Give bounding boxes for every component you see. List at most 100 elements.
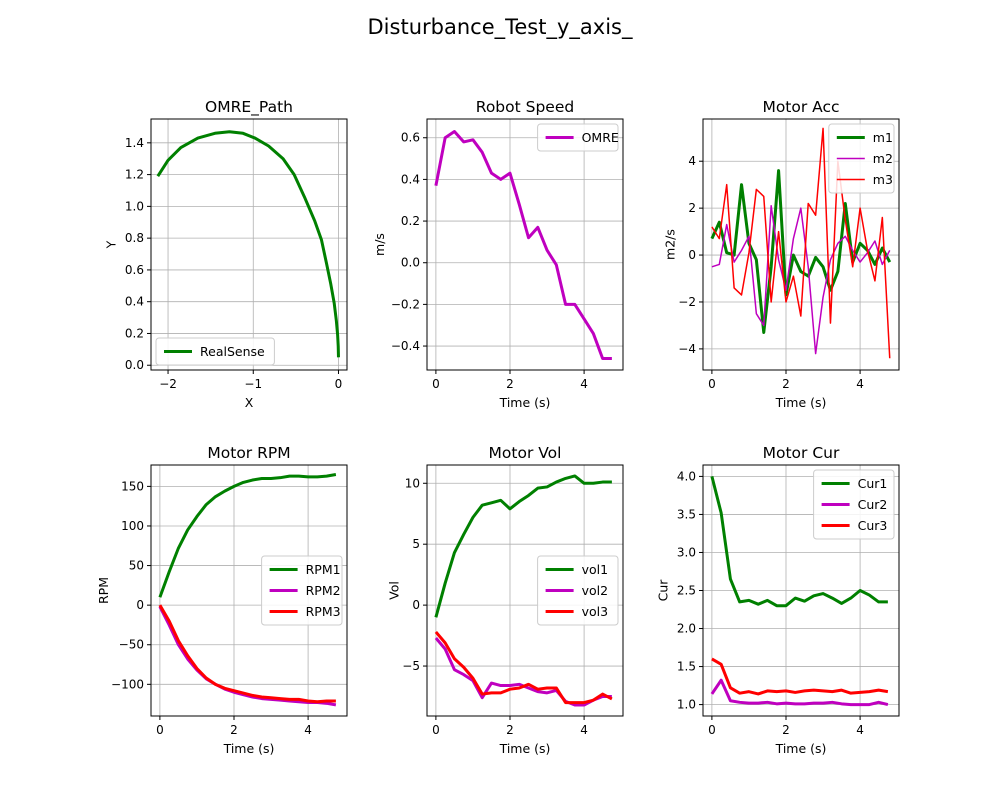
omre-path-x-tick-label: −2 (159, 377, 177, 391)
motor-acc-ylabel: m2/s (663, 229, 678, 260)
omre-path-legend-box (155, 337, 275, 366)
motor-acc-y-tick-label: −4 (678, 342, 696, 356)
motor-acc-legend: m1 m2 m3 (828, 123, 895, 194)
omre-path-y-tick-label: 0.6 (125, 263, 144, 277)
omre-path-y-tick-label: 0.0 (125, 358, 144, 372)
motor-rpm-legend-label-rpm3: RPM3 (306, 604, 341, 619)
omre-path-x-tick-label: 0 (335, 377, 343, 391)
motor-cur-panel: 0 2 4 1.0 1.5 2.0 2.5 3.0 3.5 4.0 Motor Cur Time (s… (655, 444, 900, 756)
motor-vol-series-vol3 (434, 630, 613, 705)
motor-cur-y-tick-label: 3.5 (677, 507, 696, 521)
motor-cur-title: Motor Cur (763, 444, 840, 462)
robot-speed-axes-frame (426, 118, 624, 371)
omre-path-x-tick-label: −1 (244, 377, 262, 391)
motor-vol-y-tick-label: 10 (405, 476, 420, 490)
motor-acc-panel: 0 2 4 −4 −2 0 2 4 Motor Acc Time (s) m2/s m1 m2 m3 (663, 98, 900, 410)
motor-cur-series-cur2 (710, 678, 889, 707)
omre-path-title: OMRE_Path (205, 98, 293, 117)
robot-speed-y-tick-label: −0.2 (391, 297, 420, 311)
motor-rpm-x-tick-label: 0 (156, 723, 164, 737)
motor-rpm-series-rpm2 (158, 606, 337, 707)
motor-rpm-legend-label-rpm1: RPM1 (306, 562, 341, 577)
robot-speed-y-tick-label: 0.6 (401, 131, 420, 145)
motor-acc-title: Motor Acc (762, 98, 839, 116)
motor-cur-x-tick-label: 2 (782, 723, 790, 737)
robot-speed-x-tick-label: 0 (432, 377, 440, 391)
omre-path-legend-label-realsense: RealSense (200, 344, 265, 359)
motor-vol-ylabel: Vol (387, 581, 402, 600)
robot-speed-legend: OMRE (537, 123, 619, 152)
motor-acc-y-tick-label: 0 (688, 248, 696, 262)
motor-cur-legend: Cur1 Cur2 Cur3 (813, 469, 895, 540)
motor-vol-series-vol1 (434, 474, 612, 618)
motor-rpm-y-tick-label: 100 (121, 519, 144, 533)
motor-cur-series-cur1 (710, 476, 888, 608)
motor-vol-legend-label-vol1: vol1 (582, 562, 608, 577)
motor-rpm-y-tick-label: 0 (136, 598, 144, 612)
motor-cur-y-tick-label: 1.5 (677, 660, 696, 674)
motor-rpm-title: Motor RPM (207, 444, 290, 462)
motor-acc-legend-label-m1: m1 (873, 130, 893, 145)
robot-speed-y-tick-label: 0.4 (401, 172, 420, 186)
motor-acc-series-m3 (711, 127, 891, 359)
robot-speed-y-tick-label: 0.2 (401, 214, 420, 228)
motor-cur-x-tick-label: 4 (856, 723, 864, 737)
motor-cur-legend-label-cur3: Cur3 (858, 518, 888, 533)
omre-path-panel: −2 −1 0 0.0 0.2 0.4 0.6 0.8 1.0 1.2 1.4 OMRE_Path X Y… (103, 98, 348, 410)
motor-rpm-y-tick-label: 150 (121, 479, 144, 493)
motor-rpm-ylabel: RPM (96, 577, 111, 604)
omre-path-y-tick-label: 0.8 (125, 231, 144, 245)
robot-speed-title: Robot Speed (476, 98, 574, 116)
omre-path-y-tick-label: 1.4 (125, 136, 144, 150)
omre-path-y-tick-label: 1.2 (125, 168, 144, 182)
motor-acc-series-m1 (710, 169, 892, 334)
motor-acc-legend-label-m2: m2 (873, 151, 893, 166)
motor-acc-x-tick-label: 4 (856, 377, 864, 391)
motor-rpm-legend-box (261, 555, 343, 626)
motor-rpm-x-tick-label: 4 (304, 723, 312, 737)
robot-speed-legend-label-omre: OMRE (582, 130, 619, 145)
robot-speed-panel: 0 2 4 −0.4 −0.2 0.0 0.2 0.4 0.6 Robot Speed Time (… (372, 98, 624, 410)
motor-cur-y-tick-label: 2.0 (677, 622, 696, 636)
motor-vol-y-tick-label: −5 (402, 659, 420, 673)
motor-acc-legend-label-m3: m3 (873, 172, 893, 187)
motor-cur-xlabel: Time (s) (775, 741, 827, 756)
motor-vol-legend-box (537, 555, 619, 626)
motor-vol-y-tick-label: 0 (412, 598, 420, 612)
motor-rpm-x-tick-label: 2 (230, 723, 238, 737)
omre-path-y-tick-label: 0.4 (125, 295, 144, 309)
omre-path-ylabel: Y (103, 240, 118, 249)
motor-rpm-legend-label-rpm2: RPM2 (306, 583, 341, 598)
motor-acc-y-tick-label: 2 (688, 201, 696, 215)
robot-speed-legend-box (537, 123, 619, 152)
motor-rpm-series-rpm1 (158, 473, 337, 598)
motor-cur-x-tick-label: 0 (708, 723, 716, 737)
motor-vol-x-tick-label: 2 (506, 723, 514, 737)
motor-rpm-panel: 0 2 4 −100 −50 0 50 100 150 Motor RPM Time (s) RPM R… (96, 444, 348, 756)
motor-vol-legend-label-vol2: vol2 (582, 583, 608, 598)
motor-rpm-xlabel: Time (s) (223, 741, 275, 756)
motor-rpm-y-tick-label: −50 (119, 638, 144, 652)
motor-rpm-axes-frame (150, 464, 348, 717)
motor-vol-x-tick-label: 0 (432, 723, 440, 737)
motor-cur-series-cur3 (711, 657, 889, 696)
omre-path-series-realsense (156, 130, 340, 358)
motor-cur-y-tick-label: 1.0 (677, 698, 696, 712)
motor-acc-xlabel: Time (s) (775, 395, 827, 410)
motor-vol-legend: vol1 vol2 vol3 (537, 555, 619, 626)
motor-vol-legend-label-vol3: vol3 (582, 604, 608, 619)
motor-cur-legend-box (813, 469, 895, 540)
motor-rpm-legend: RPM1 RPM2 RPM3 (261, 555, 343, 626)
omre-path-y-tick-label: 1.0 (125, 199, 144, 213)
motor-acc-y-tick-label: 4 (688, 154, 696, 168)
omre-path-y-tick-label: 0.2 (125, 326, 144, 340)
robot-speed-series-omre (434, 130, 612, 361)
motor-cur-legend-label-cur2: Cur2 (858, 497, 888, 512)
motor-acc-x-tick-label: 2 (782, 377, 790, 391)
motor-acc-axes-frame (702, 118, 900, 371)
motor-cur-ylabel: Cur (655, 579, 670, 602)
motor-cur-y-tick-label: 3.0 (677, 545, 696, 559)
